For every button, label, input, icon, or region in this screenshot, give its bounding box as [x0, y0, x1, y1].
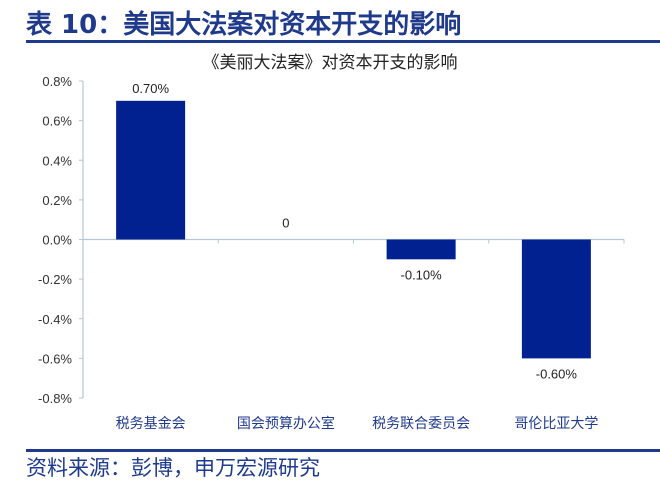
bar-chart: 0.8% 0.6% 0.4% 0.2% 0.0% -0.2% -0.4% -0.6% -0.8%…: [38, 74, 625, 431]
data-label: 0.70%: [132, 81, 169, 96]
y-tick-label: 0.6%: [42, 114, 72, 129]
x-category-label: 哥伦比亚大学: [514, 415, 598, 431]
y-tick-label: -0.8%: [38, 391, 72, 406]
y-tick-label: 0.8%: [42, 74, 72, 89]
bar: [521, 239, 591, 359]
y-tick-label: 0.2%: [42, 193, 72, 208]
x-category-label: 税务联合委员会: [372, 415, 470, 431]
source-divider: [26, 449, 660, 452]
title-divider: [26, 40, 660, 43]
bar: [386, 239, 456, 260]
bar: [116, 100, 186, 240]
y-tick-label: 0.4%: [42, 153, 72, 168]
x-category-label: 税务基金会: [116, 415, 186, 431]
source-note: 资料来源：彭博，申万宏源研究: [26, 456, 320, 480]
data-label: -0.10%: [401, 267, 443, 282]
figure-title: 表 10：美国大法案对资本开支的影响: [26, 10, 462, 40]
data-label: -0.60%: [536, 366, 578, 381]
y-tick-label: -0.6%: [38, 351, 72, 366]
data-label: 0: [282, 216, 289, 231]
y-tick-label: -0.2%: [38, 272, 72, 287]
chart-title: 《美丽大法案》对资本开支的影响: [202, 53, 458, 73]
y-tick-label: 0.0%: [42, 233, 72, 248]
y-tick-label: -0.4%: [38, 312, 72, 327]
x-category-label: 国会预算办公室: [237, 415, 335, 431]
